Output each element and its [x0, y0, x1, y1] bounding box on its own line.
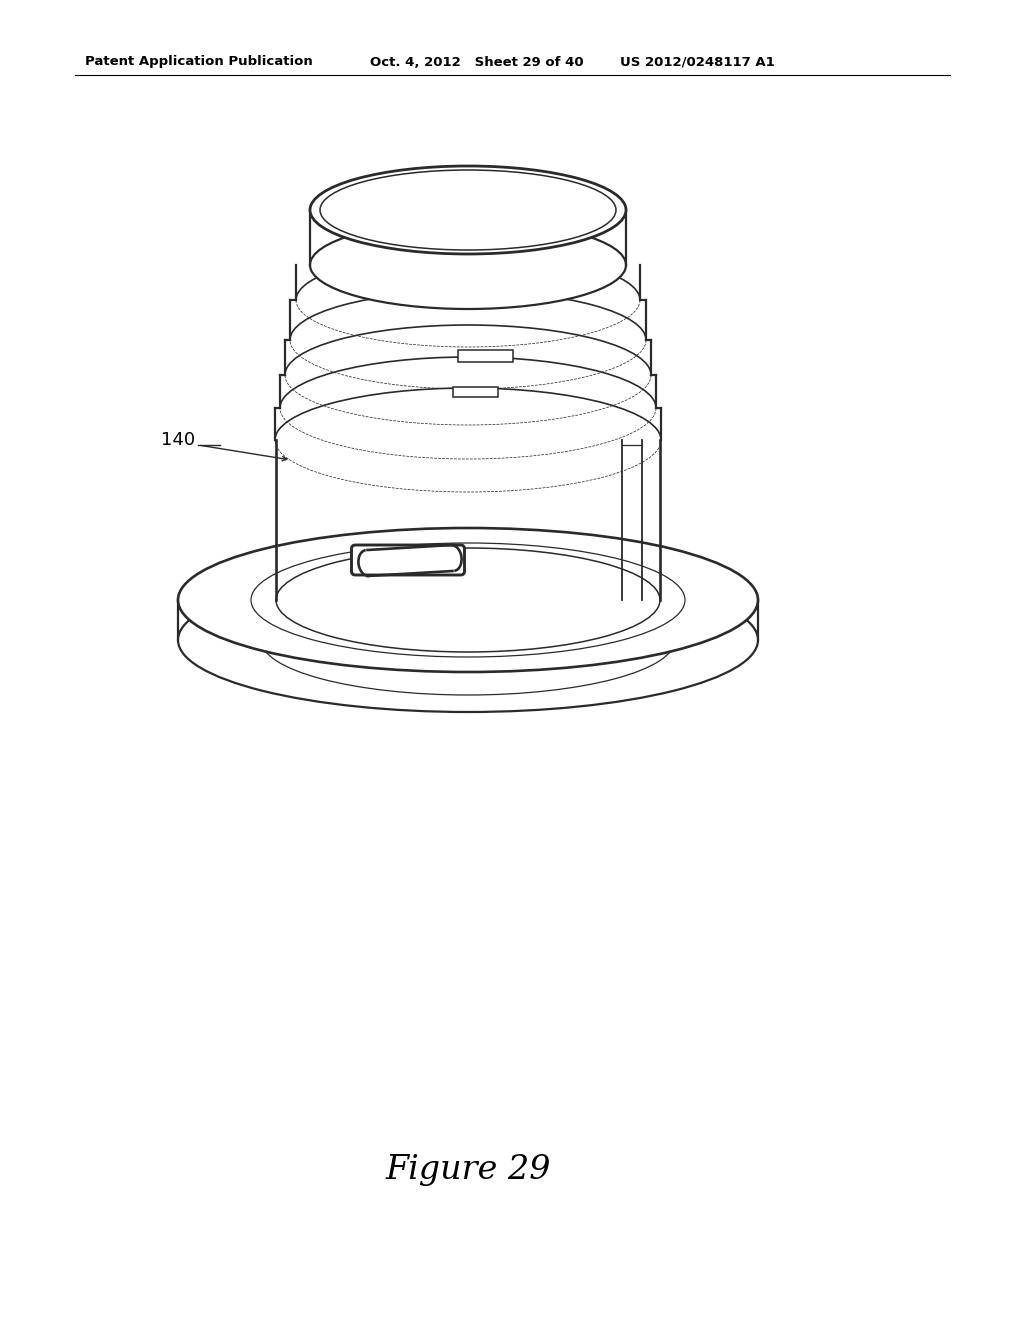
Ellipse shape: [178, 568, 758, 711]
Bar: [453, 387, 498, 397]
Ellipse shape: [178, 528, 758, 672]
Text: 2210: 2210: [700, 581, 745, 599]
Bar: [458, 350, 513, 362]
Text: US 2012/0248117 A1: US 2012/0248117 A1: [620, 55, 775, 69]
FancyBboxPatch shape: [351, 545, 465, 576]
Text: 140: 140: [161, 432, 195, 449]
Ellipse shape: [310, 166, 626, 253]
Text: Patent Application Publication: Patent Application Publication: [85, 55, 312, 69]
Text: Oct. 4, 2012   Sheet 29 of 40: Oct. 4, 2012 Sheet 29 of 40: [370, 55, 584, 69]
Text: Figure 29: Figure 29: [385, 1154, 551, 1185]
Ellipse shape: [310, 220, 626, 309]
